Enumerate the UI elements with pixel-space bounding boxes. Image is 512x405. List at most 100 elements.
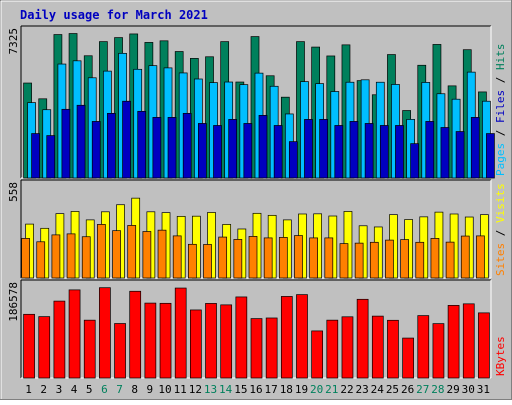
bar-sites-day-31 — [476, 235, 485, 279]
bar-sites-day-3 — [51, 234, 61, 279]
bar-pages-day-30 — [470, 117, 480, 179]
bar-pages-day-24 — [379, 125, 389, 179]
bar-pages-day-17 — [273, 125, 283, 179]
x-tick-label-day-21: 21 — [325, 383, 338, 396]
bar-kbytes-day-18 — [280, 296, 293, 379]
x-tick-label-day-15: 15 — [234, 383, 247, 396]
bar-sites-day-10 — [157, 229, 167, 279]
x-tick-label-day-4: 4 — [71, 383, 78, 396]
bar-pages-day-26 — [410, 143, 419, 179]
x-tick-label-day-11: 11 — [174, 383, 187, 396]
bar-sites-day-28 — [430, 238, 440, 279]
bar-pages-day-16 — [258, 115, 268, 179]
bar-pages-day-28 — [440, 127, 450, 179]
bar-kbytes-day-30 — [462, 303, 475, 379]
x-tick-label-day-24: 24 — [371, 383, 385, 396]
bar-kbytes-day-5 — [83, 319, 96, 379]
bar-kbytes-day-28 — [432, 323, 445, 379]
bar-sites-day-6 — [97, 224, 106, 279]
legend-item-kbytes: KBytes — [494, 336, 507, 376]
bar-pages-day-14 — [228, 119, 238, 179]
x-tick-label-day-30: 30 — [462, 383, 475, 396]
x-tick-label-day-10: 10 — [158, 383, 171, 396]
x-tick-label-day-22: 22 — [340, 383, 353, 396]
bar-pages-day-7 — [122, 100, 131, 179]
bar-sites-day-11 — [172, 235, 182, 279]
bar-kbytes-day-29 — [447, 305, 460, 379]
bar-kbytes-day-2 — [38, 316, 51, 379]
chart-title: Daily usage for March 2021 — [20, 8, 208, 22]
bar-kbytes-day-10 — [159, 302, 172, 379]
legend-item-slash: / — [494, 123, 507, 143]
bar-kbytes-day-4 — [68, 289, 81, 379]
legend-panel-0: Pages / Files / Hits — [494, 44, 507, 177]
x-tick-label-day-16: 16 — [249, 383, 262, 396]
bar-sites-day-16 — [248, 236, 258, 279]
bar-pages-day-1 — [31, 133, 40, 179]
bar-kbytes-day-20 — [311, 330, 323, 379]
x-tick-label-day-27: 27 — [416, 383, 429, 396]
bar-pages-day-2 — [46, 135, 56, 179]
legend-item-visits: Visits — [494, 183, 507, 223]
panel-visits_sites-max-label: 558 — [7, 182, 20, 202]
bar-pages-day-12 — [198, 123, 207, 179]
bar-sites-day-24 — [369, 241, 379, 279]
bar-kbytes-day-7 — [114, 323, 126, 379]
bar-kbytes-day-23 — [356, 298, 369, 379]
bar-sites-day-17 — [263, 237, 273, 279]
bar-sites-day-26 — [400, 239, 409, 279]
legend-item-files: Files — [494, 90, 507, 123]
bar-pages-day-13 — [213, 125, 222, 179]
bar-kbytes-day-31 — [478, 312, 490, 379]
x-tick-label-day-26: 26 — [401, 383, 414, 396]
x-tick-label-day-8: 8 — [131, 383, 138, 396]
x-tick-label-day-3: 3 — [56, 383, 63, 396]
bar-pages-day-31 — [486, 133, 495, 179]
bar-pages-day-21 — [334, 125, 344, 179]
bar-pages-day-20 — [319, 119, 328, 179]
legend-item-pages: Pages — [494, 143, 507, 176]
bar-kbytes-day-26 — [402, 337, 414, 379]
bar-pages-day-22 — [349, 121, 359, 179]
bar-sites-day-9 — [142, 231, 152, 279]
bar-pages-day-5 — [91, 121, 101, 179]
bar-sites-day-29 — [445, 241, 455, 279]
x-tick-label-day-13: 13 — [204, 383, 217, 396]
bar-pages-day-3 — [61, 108, 71, 179]
bar-sites-day-7 — [112, 230, 121, 279]
bar-pages-day-9 — [152, 117, 162, 179]
bar-sites-day-2 — [36, 241, 46, 279]
bar-kbytes-day-3 — [53, 300, 66, 379]
bar-pages-day-10 — [167, 117, 177, 179]
bar-sites-day-30 — [460, 235, 470, 279]
bar-pages-day-15 — [243, 123, 253, 179]
bar-kbytes-day-24 — [371, 315, 384, 379]
bar-sites-day-1 — [21, 238, 30, 279]
bar-kbytes-day-12 — [190, 309, 202, 379]
bar-kbytes-day-16 — [250, 318, 263, 379]
x-tick-label-day-29: 29 — [446, 383, 459, 396]
legend-item-hits: Hits — [494, 44, 507, 71]
x-tick-label-day-1: 1 — [25, 383, 32, 396]
bar-pages-day-18 — [288, 141, 298, 179]
x-tick-label-day-2: 2 — [40, 383, 47, 396]
bar-pages-day-11 — [182, 112, 192, 179]
bar-pages-day-23 — [364, 123, 374, 179]
x-tick-label-day-12: 12 — [189, 383, 202, 396]
bar-kbytes-day-17 — [265, 317, 278, 379]
bar-sites-day-23 — [354, 242, 364, 279]
bar-kbytes-day-27 — [417, 315, 430, 379]
bar-sites-day-12 — [188, 243, 197, 279]
x-tick-label-day-31: 31 — [477, 383, 490, 396]
bar-pages-day-29 — [455, 131, 465, 179]
x-tick-label-day-23: 23 — [356, 383, 369, 396]
panel-hits_files_pages-max-label: 7325 — [7, 28, 20, 55]
legend-panel-2: KBytes — [494, 336, 507, 376]
bar-sites-day-8 — [127, 225, 137, 279]
bar-pages-day-4 — [76, 104, 86, 179]
x-tick-label-day-17: 17 — [265, 383, 278, 396]
x-tick-label-day-28: 28 — [431, 383, 444, 396]
bar-sites-day-19 — [294, 235, 303, 279]
